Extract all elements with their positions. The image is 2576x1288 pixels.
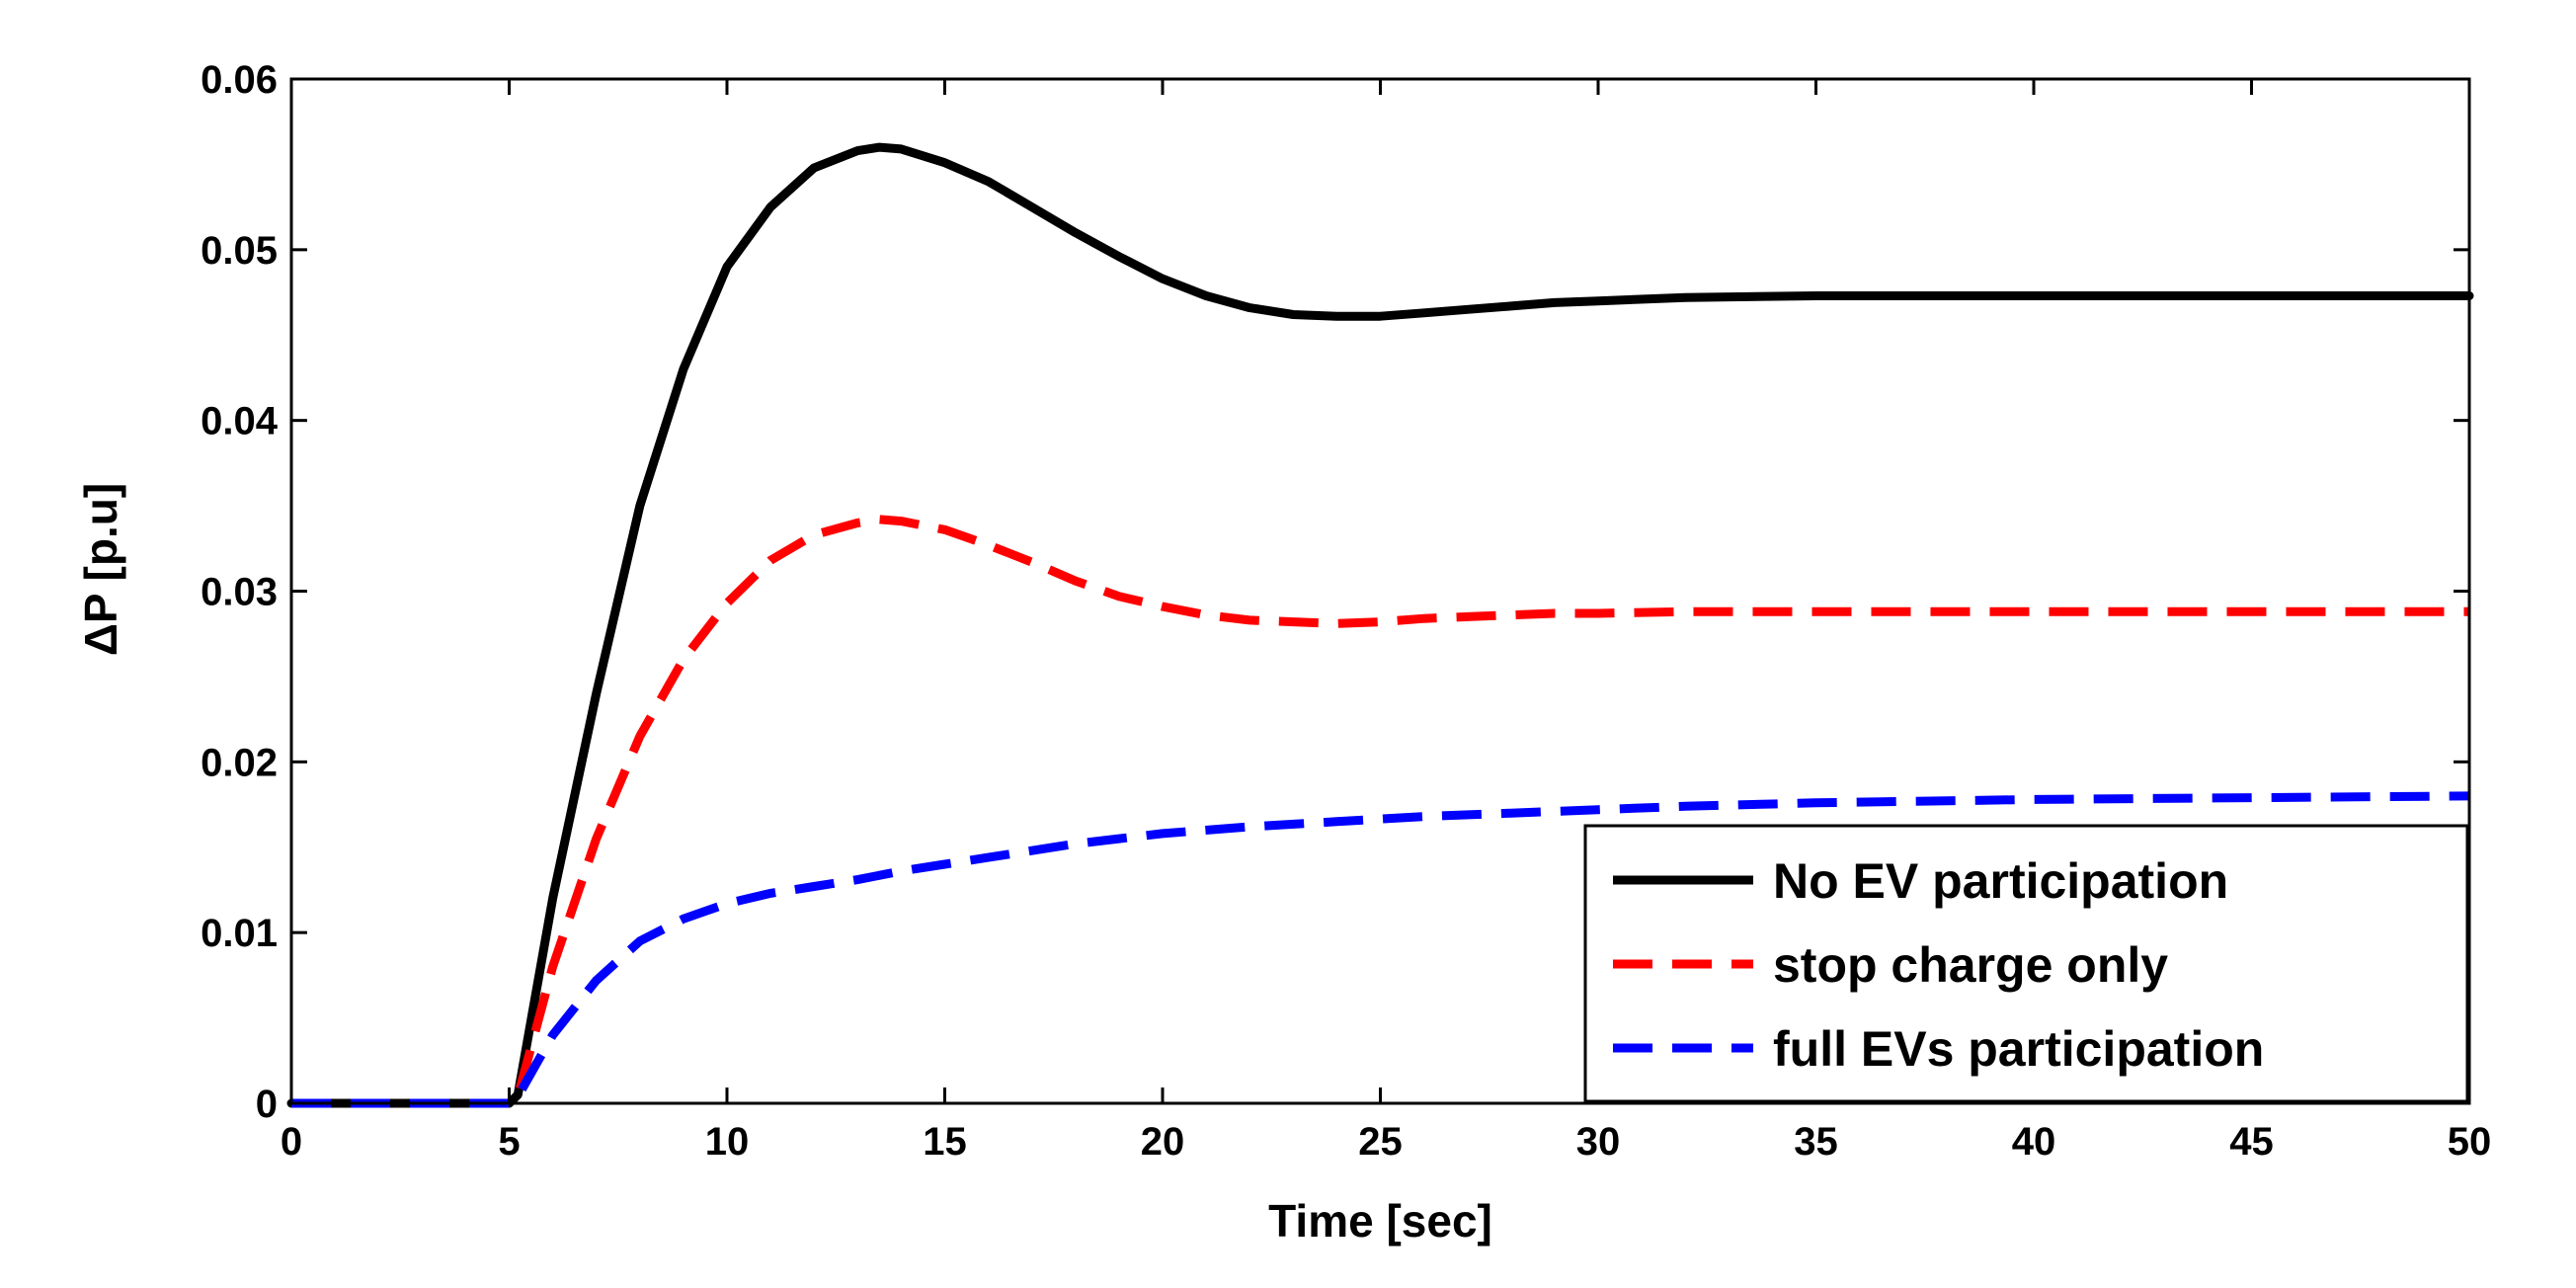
x-axis-label: Time [sec] [1268, 1195, 1492, 1247]
y-tick-label: 0.02 [201, 741, 278, 784]
series-line-1 [286, 142, 2474, 1108]
x-tick-label: 5 [498, 1120, 520, 1164]
plot-area-frame [289, 77, 2471, 1105]
y-tick-label: 0.03 [201, 571, 278, 614]
series-line-3 [291, 791, 2470, 1108]
legend: No EV participation stop charge only full … [1583, 824, 2469, 1103]
x-tick-label: 15 [923, 1120, 967, 1164]
series-layer [286, 142, 2474, 1108]
x-tick-label: 45 [2229, 1120, 2274, 1164]
y-tick-label: 0.01 [201, 912, 278, 955]
x-tick-label: 10 [705, 1120, 750, 1164]
series-line-2 [291, 515, 2469, 1108]
y-tick-label: 0 [256, 1083, 278, 1126]
y-tick-label: 0.04 [201, 400, 279, 443]
tick-labels: 0 5 10 15 20 25 30 35 40 45 50 0 0.01 0.02 0.03 0.04 0.0… [201, 58, 2491, 1164]
x-tick-label: 0 [281, 1120, 302, 1164]
x-tick-label: 20 [1141, 1120, 1185, 1164]
legend-label-1: No EV participation [1773, 853, 2228, 909]
y-tick-label: 0.06 [201, 58, 278, 102]
legend-label-3: full EVs participation [1773, 1021, 2264, 1077]
x-tick-label: 25 [1358, 1120, 1403, 1164]
x-tick-label: 30 [1576, 1120, 1621, 1164]
x-tick-label: 35 [1794, 1120, 1838, 1164]
x-tick-label: 50 [2448, 1120, 2492, 1164]
legend-label-2: stop charge only [1773, 937, 2168, 993]
y-tick-label: 0.05 [201, 229, 278, 273]
legend-items: No EV participation stop charge only full … [1613, 853, 2264, 1077]
y-axis-label: ΔP [p.u] [75, 483, 126, 656]
x-tick-label: 40 [2012, 1120, 2056, 1164]
